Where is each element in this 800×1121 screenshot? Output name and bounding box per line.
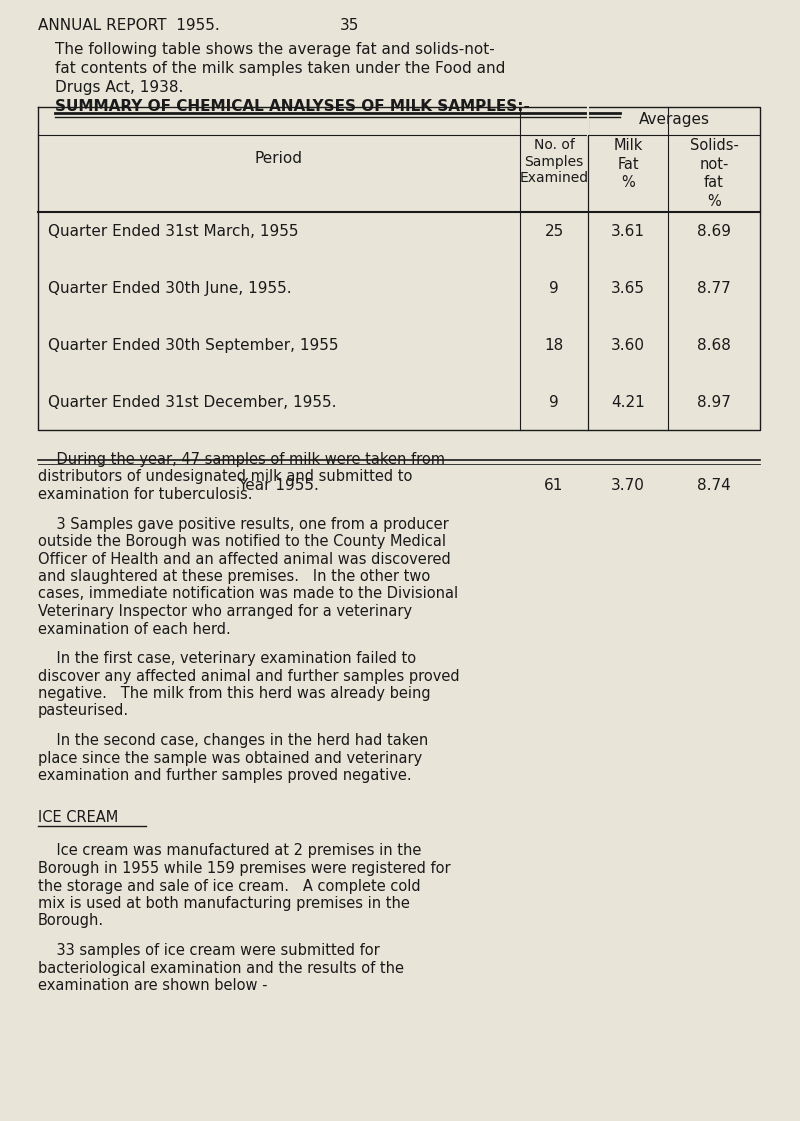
Text: 18: 18 bbox=[544, 339, 564, 353]
Text: 8.69: 8.69 bbox=[697, 224, 731, 239]
Text: 8.77: 8.77 bbox=[697, 281, 731, 296]
Text: 8.97: 8.97 bbox=[697, 395, 731, 410]
Text: 3.65: 3.65 bbox=[611, 281, 645, 296]
Text: the storage and sale of ice cream.   A complete cold: the storage and sale of ice cream. A com… bbox=[38, 879, 421, 893]
Text: examination and further samples proved negative.: examination and further samples proved n… bbox=[38, 768, 412, 782]
Text: The following table shows the average fat and solids-not-: The following table shows the average fa… bbox=[55, 41, 494, 57]
Text: In the second case, changes in the herd had taken: In the second case, changes in the herd … bbox=[38, 733, 428, 748]
Text: No. of
Samples
Examined: No. of Samples Examined bbox=[519, 138, 589, 185]
Text: Milk
Fat
%: Milk Fat % bbox=[614, 138, 642, 191]
Text: Period: Period bbox=[255, 151, 303, 166]
Text: ICE CREAM: ICE CREAM bbox=[38, 809, 118, 825]
Text: 4.21: 4.21 bbox=[611, 395, 645, 410]
Text: distributors of undesignated milk and submitted to: distributors of undesignated milk and su… bbox=[38, 470, 412, 484]
Text: Officer of Health and an affected animal was discovered: Officer of Health and an affected animal… bbox=[38, 552, 450, 566]
Text: bacteriological examination and the results of the: bacteriological examination and the resu… bbox=[38, 961, 404, 975]
Text: 8.74: 8.74 bbox=[697, 478, 731, 493]
Text: Quarter Ended 30th June, 1955.: Quarter Ended 30th June, 1955. bbox=[48, 281, 292, 296]
Text: SUMMARY OF CHEMICAL ANALYSES OF MILK SAMPLES:-: SUMMARY OF CHEMICAL ANALYSES OF MILK SAM… bbox=[55, 99, 530, 114]
Text: fat contents of the milk samples taken under the Food and: fat contents of the milk samples taken u… bbox=[55, 61, 506, 76]
Text: Drugs Act, 1938.: Drugs Act, 1938. bbox=[55, 80, 183, 95]
Text: Solids-
not-
fat
%: Solids- not- fat % bbox=[690, 138, 738, 209]
Text: 3 Samples gave positive results, one from a producer: 3 Samples gave positive results, one fro… bbox=[38, 517, 449, 531]
Text: examination are shown below -: examination are shown below - bbox=[38, 978, 267, 993]
Text: pasteurised.: pasteurised. bbox=[38, 704, 129, 719]
Text: negative.   The milk from this herd was already being: negative. The milk from this herd was al… bbox=[38, 686, 430, 701]
Text: cases, immediate notification was made to the Divisional: cases, immediate notification was made t… bbox=[38, 586, 458, 602]
Text: Borough in 1955 while 159 premises were registered for: Borough in 1955 while 159 premises were … bbox=[38, 861, 450, 876]
Text: Borough.: Borough. bbox=[38, 914, 104, 928]
Text: 8.68: 8.68 bbox=[697, 339, 731, 353]
Text: 33 samples of ice cream were submitted for: 33 samples of ice cream were submitted f… bbox=[38, 943, 380, 958]
Text: mix is used at both manufacturing premises in the: mix is used at both manufacturing premis… bbox=[38, 896, 410, 911]
Text: 61: 61 bbox=[544, 478, 564, 493]
Text: ANNUAL REPORT  1955.: ANNUAL REPORT 1955. bbox=[38, 18, 220, 33]
Text: Quarter Ended 31st March, 1955: Quarter Ended 31st March, 1955 bbox=[48, 224, 298, 239]
Text: 3.61: 3.61 bbox=[611, 224, 645, 239]
Text: 35: 35 bbox=[340, 18, 359, 33]
Text: Year 1955.: Year 1955. bbox=[238, 478, 319, 493]
Text: 9: 9 bbox=[549, 281, 559, 296]
Text: In the first case, veterinary examination failed to: In the first case, veterinary examinatio… bbox=[38, 651, 416, 666]
Text: place since the sample was obtained and veterinary: place since the sample was obtained and … bbox=[38, 750, 422, 766]
Text: outside the Borough was notified to the County Medical: outside the Borough was notified to the … bbox=[38, 534, 446, 549]
Text: and slaughtered at these premises.   In the other two: and slaughtered at these premises. In th… bbox=[38, 569, 430, 584]
Text: examination of each herd.: examination of each herd. bbox=[38, 621, 230, 637]
Text: 3.60: 3.60 bbox=[611, 339, 645, 353]
Text: Quarter Ended 31st December, 1955.: Quarter Ended 31st December, 1955. bbox=[48, 395, 337, 410]
Text: 3.70: 3.70 bbox=[611, 478, 645, 493]
Text: Ice cream was manufactured at 2 premises in the: Ice cream was manufactured at 2 premises… bbox=[38, 843, 422, 859]
Text: examination for tuberculosis.: examination for tuberculosis. bbox=[38, 487, 253, 502]
Text: 25: 25 bbox=[544, 224, 564, 239]
Text: 9: 9 bbox=[549, 395, 559, 410]
Text: Averages: Averages bbox=[638, 112, 710, 127]
Text: discover any affected animal and further samples proved: discover any affected animal and further… bbox=[38, 668, 460, 684]
Text: Quarter Ended 30th September, 1955: Quarter Ended 30th September, 1955 bbox=[48, 339, 338, 353]
Text: Veterinary Inspector who arranged for a veterinary: Veterinary Inspector who arranged for a … bbox=[38, 604, 412, 619]
Text: During the year, 47 samples of milk were taken from: During the year, 47 samples of milk were… bbox=[38, 452, 445, 467]
